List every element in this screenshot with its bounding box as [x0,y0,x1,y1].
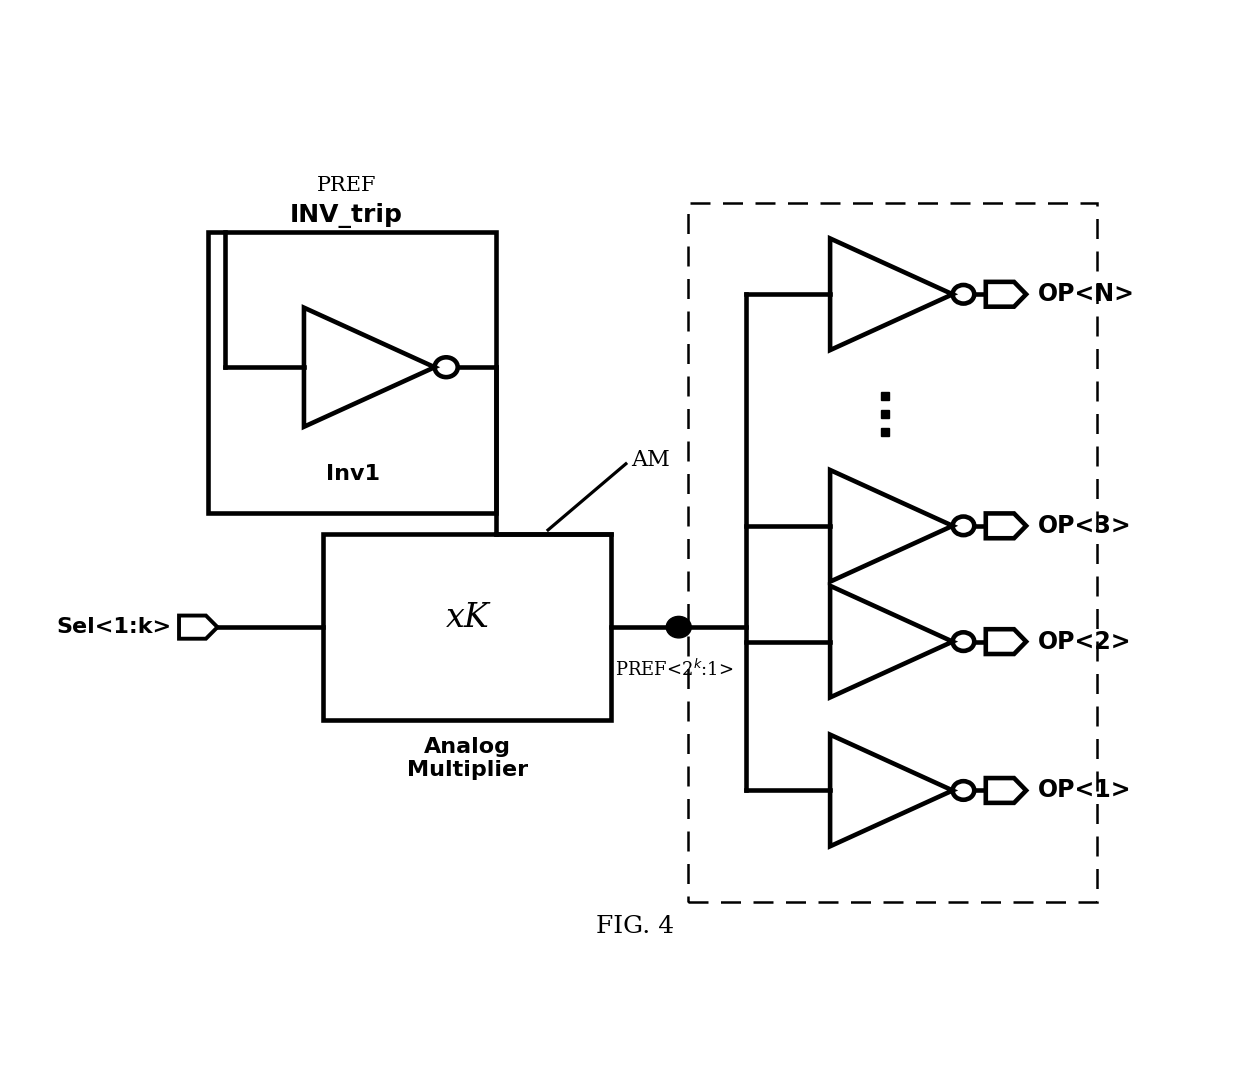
Text: PREF<2$^k$:1>: PREF<2$^k$:1> [615,658,733,680]
Text: xK: xK [445,601,490,634]
Text: OP<N>: OP<N> [1038,282,1135,306]
Bar [324,534,611,721]
Circle shape [666,616,691,638]
Text: Analog
Multiplier: Analog Multiplier [407,737,528,780]
Polygon shape [986,513,1027,538]
Text: FIG. 4: FIG. 4 [596,915,675,939]
Text: Sel<1:k>: Sel<1:k> [56,618,171,637]
Text: AM: AM [631,449,670,470]
Polygon shape [986,778,1027,803]
Polygon shape [986,629,1027,654]
Text: OP<3>: OP<3> [1038,513,1131,538]
Text: PREF: PREF [316,176,376,195]
Text: OP<1>: OP<1> [1038,779,1131,802]
Polygon shape [986,281,1027,307]
Bar [208,232,496,513]
Bar [688,203,1096,902]
Polygon shape [179,615,217,639]
Text: OP<2>: OP<2> [1038,629,1131,654]
Text: Inv1: Inv1 [326,464,379,484]
Text: INV_trip: INV_trip [290,203,403,228]
